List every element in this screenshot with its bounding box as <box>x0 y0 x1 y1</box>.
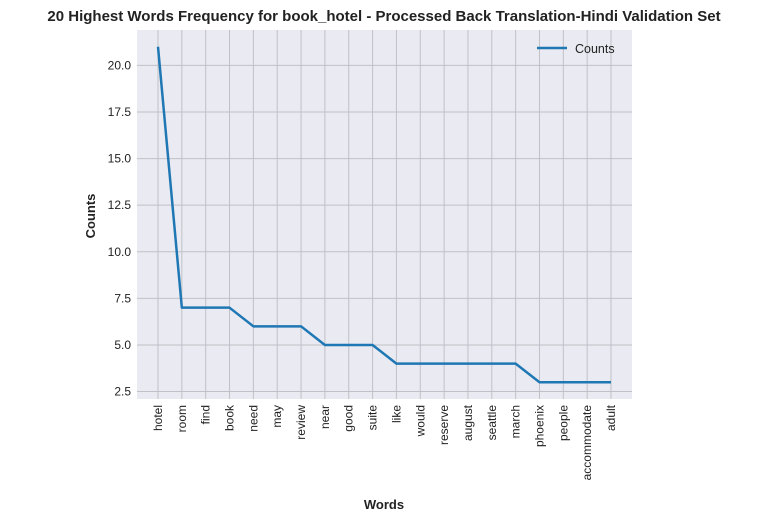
y-tick-label: 17.5 <box>108 105 132 119</box>
x-tick-label: good <box>342 405 356 432</box>
legend-label-counts: Counts <box>575 42 615 56</box>
y-tick-label: 5.0 <box>114 338 131 352</box>
series-line-counts <box>156 46 611 384</box>
chart-title: 20 Highest Words Frequency for book_hote… <box>47 8 720 25</box>
x-tick-label: hotel <box>151 405 165 431</box>
x-tick-label: book <box>223 404 237 431</box>
y-tick-label: 10.0 <box>108 245 132 259</box>
y-tick-label: 12.5 <box>108 198 132 212</box>
x-tick-label: reserve <box>437 405 451 445</box>
x-tick-label: adult <box>604 404 618 431</box>
series-group <box>156 46 612 384</box>
x-axis-label: Words <box>364 497 404 512</box>
x-tick-label: people <box>556 405 570 441</box>
y-tick-label: 20.0 <box>108 58 132 72</box>
x-tick-label: near <box>318 405 332 429</box>
x-tick-label: like <box>389 405 403 423</box>
y-tick-label: 2.5 <box>114 385 131 399</box>
x-tick-label: review <box>294 405 308 440</box>
x-tick-label: would <box>413 405 427 437</box>
x-tick-label: may <box>270 405 284 428</box>
y-tick-label: 15.0 <box>108 152 132 166</box>
y-tick-label: 7.5 <box>114 291 131 305</box>
plot-area <box>137 30 632 399</box>
x-tick-label: need <box>246 405 260 432</box>
x-tick-label: phoenix <box>532 405 546 447</box>
y-axis-ticks: 2.5 5.0 7.5 10.0 12.5 15.0 17.5 20.0 <box>108 58 132 398</box>
x-tick-label: room <box>175 405 189 432</box>
grid-lines <box>137 30 632 399</box>
legend: Counts <box>537 42 615 56</box>
x-tick-label: find <box>199 405 213 424</box>
x-tick-label: march <box>509 405 523 438</box>
y-axis-label: Counts <box>83 194 98 239</box>
x-tick-label: suite <box>366 405 380 431</box>
x-axis-ticks: hotel room find book need may review near good su… <box>151 404 618 480</box>
x-tick-label: seattle <box>485 405 499 441</box>
x-tick-label: accommodate <box>580 405 594 481</box>
x-tick-label: august <box>461 404 475 441</box>
